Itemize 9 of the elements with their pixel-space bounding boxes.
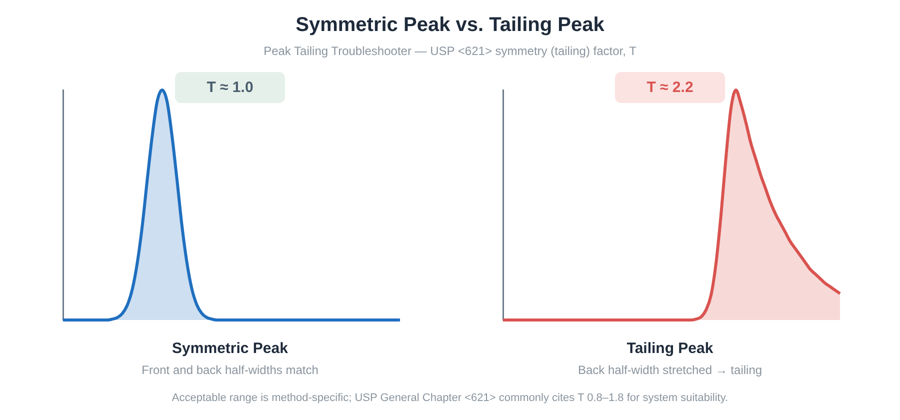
label-badge: T ≈ 2.2 [615, 72, 725, 103]
text: Symmetric Peak vs. Tailing Peak [294, 14, 606, 37]
text: Acceptable range is method-specific; USP General Chapter <621> commonly cites T 0.8–1.8 for system suitability. [170, 392, 730, 404]
text: Front and back half-widths match [140, 363, 320, 377]
text: Back half-width stretched → tailing [576, 363, 764, 377]
label-badge: T ≈ 1.0 [175, 72, 285, 103]
text: Peak Tailing Troubleshooter — USP <621> symmetry (tailing) factor, T [262, 44, 638, 58]
x-axis-title: Symmetric Peak [171, 340, 289, 357]
x-axis-title: Tailing Peak [626, 340, 714, 357]
